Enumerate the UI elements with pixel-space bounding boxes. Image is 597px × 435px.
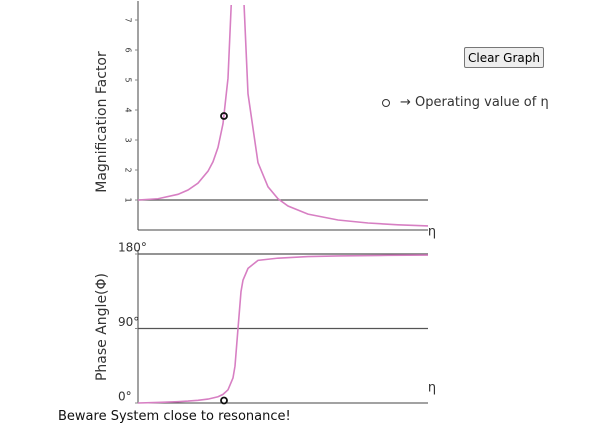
y-tick-label: 2 [124,167,133,172]
clear-graph-button[interactable]: Clear Graph [464,47,544,68]
x-axis-label: η [428,381,436,396]
legend-text: → Operating value of η [400,95,549,110]
warning-message: Beware System close to resonance! [58,409,291,424]
y-tick-label: 5 [124,77,133,82]
legend-marker [382,98,390,107]
y-tick-label: 6 [124,47,133,52]
operating-point [220,112,228,120]
legend: → Operating value of η [382,95,549,110]
y-tick-label: 3 [124,137,133,142]
y-tick-label: 90° [118,315,139,329]
magnification-chart: 1 2 3 4 5 6 7 Magnification Factor η [94,1,436,240]
curve [138,5,429,227]
y-axis-label: Magnification Factor [94,51,110,193]
phase-chart: 0° 90° 180° Phase Angle(Φ) η [94,241,436,405]
y-axis-label: Phase Angle(Φ) [94,273,110,381]
y-tick-label: 7 [124,17,133,22]
y-tick-label: 180° [118,241,147,255]
y-tick-label: 1 [124,197,133,202]
y-tick-label: 0° [118,390,132,404]
operating-point [220,396,228,405]
curve [138,254,429,404]
y-tick-label: 4 [124,107,133,112]
x-axis-label: η [428,225,436,240]
